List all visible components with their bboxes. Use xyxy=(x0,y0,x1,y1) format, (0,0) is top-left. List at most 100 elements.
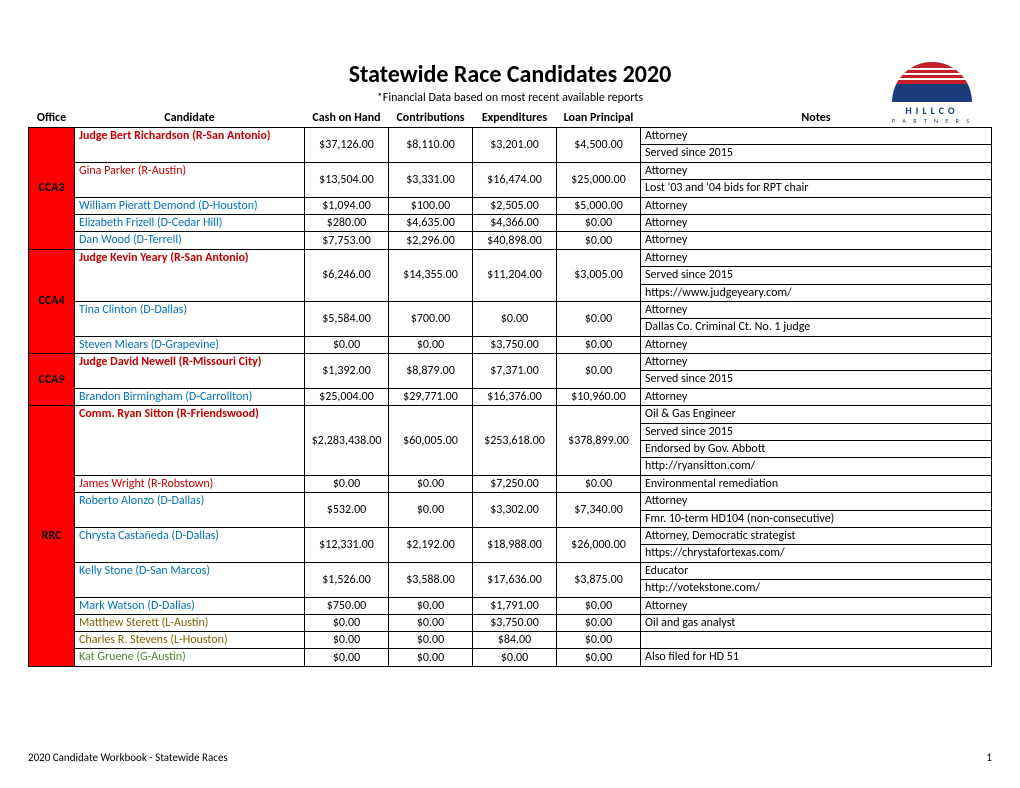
note-cell: Served since 2015 xyxy=(641,145,992,162)
money-cash: $0.00 xyxy=(305,336,389,353)
table-header-row: Office Candidate Cash on Hand Contributi… xyxy=(29,109,992,128)
office-cell: CCA3 xyxy=(29,128,75,250)
col-candidate: Candidate xyxy=(75,109,305,128)
logo-subtext: P A R T N E R S xyxy=(872,117,992,125)
money-expend: $40,898.00 xyxy=(473,232,557,249)
col-office: Office xyxy=(29,109,75,128)
money-contrib: $0.00 xyxy=(389,336,473,353)
note-cell: https://www.judgeyeary.com/ xyxy=(641,284,992,301)
money-expend: $18,988.00 xyxy=(473,527,557,562)
note-cell: Attorney xyxy=(641,354,992,371)
note-cell: Attorney xyxy=(641,128,992,145)
candidate-name: Judge David Newell (R-Missouri City) xyxy=(75,354,305,389)
money-expend: $3,302.00 xyxy=(473,493,557,528)
note-cell: http://votekstone.com/ xyxy=(641,580,992,597)
footer-left: 2020 Candidate Workbook - Statewide Race… xyxy=(28,751,228,764)
candidate-name: Mark Watson (D-Dallas) xyxy=(75,597,305,614)
logo-text: HILLCO xyxy=(872,104,992,117)
candidate-name: Kelly Stone (D-San Marcos) xyxy=(75,562,305,597)
money-expend: $3,750.00 xyxy=(473,614,557,631)
money-loan: $0.00 xyxy=(557,354,641,389)
money-contrib: $14,355.00 xyxy=(389,249,473,301)
note-cell: Attorney xyxy=(641,162,992,179)
money-loan: $0.00 xyxy=(557,632,641,649)
money-cash: $5,584.00 xyxy=(305,301,389,336)
money-expend: $253,618.00 xyxy=(473,406,557,476)
money-contrib: $29,771.00 xyxy=(389,388,473,405)
note-cell: Also filed for HD 51 xyxy=(641,649,992,666)
money-contrib: $3,588.00 xyxy=(389,562,473,597)
table-row: CCA4Judge Kevin Yeary (R-San Antonio)$6,… xyxy=(29,249,992,266)
money-cash: $0.00 xyxy=(305,475,389,492)
candidate-name: Judge Bert Richardson (R-San Antonio) xyxy=(75,128,305,163)
candidate-name: Kat Gruene (G-Austin) xyxy=(75,649,305,666)
office-cell: CCA9 xyxy=(29,354,75,406)
candidate-name: Dan Wood (D-Terrell) xyxy=(75,232,305,249)
note-cell: Attorney, Democratic strategist xyxy=(641,527,992,544)
money-cash: $1,094.00 xyxy=(305,197,389,214)
note-cell: Environmental remediation xyxy=(641,475,992,492)
money-loan: $0.00 xyxy=(557,475,641,492)
money-contrib: $0.00 xyxy=(389,649,473,666)
money-loan: $0.00 xyxy=(557,614,641,631)
table-row: Chrysta Castañeda (D-Dallas)$12,331.00$2… xyxy=(29,527,992,544)
money-contrib: $0.00 xyxy=(389,475,473,492)
candidate-name: James Wright (R-Robstown) xyxy=(75,475,305,492)
money-contrib: $60,005.00 xyxy=(389,406,473,476)
note-cell: Served since 2015 xyxy=(641,423,992,440)
money-loan: $10,960.00 xyxy=(557,388,641,405)
table-row: Steven Miears (D-Grapevine)$0.00$0.00$3,… xyxy=(29,336,992,353)
candidates-table: Office Candidate Cash on Hand Contributi… xyxy=(28,109,992,667)
money-loan: $0.00 xyxy=(557,336,641,353)
money-expend: $2,505.00 xyxy=(473,197,557,214)
note-cell: Served since 2015 xyxy=(641,267,992,284)
money-loan: $378,899.00 xyxy=(557,406,641,476)
table-row: Tina Clinton (D-Dallas)$5,584.00$700.00$… xyxy=(29,301,992,318)
candidate-name: Steven Miears (D-Grapevine) xyxy=(75,336,305,353)
table-row: William Pieratt Demond (D-Houston)$1,094… xyxy=(29,197,992,214)
table-row: Brandon Birmingham (D-Carrollton)$25,004… xyxy=(29,388,992,405)
money-loan: $0.00 xyxy=(557,214,641,231)
table-row: James Wright (R-Robstown)$0.00$0.00$7,25… xyxy=(29,475,992,492)
footer-page-number: 1 xyxy=(986,751,992,764)
candidate-name: William Pieratt Demond (D-Houston) xyxy=(75,197,305,214)
money-loan: $0.00 xyxy=(557,232,641,249)
money-loan: $3,875.00 xyxy=(557,562,641,597)
money-cash: $0.00 xyxy=(305,649,389,666)
table-row: Kelly Stone (D-San Marcos)$1,526.00$3,58… xyxy=(29,562,992,579)
money-cash: $0.00 xyxy=(305,614,389,631)
candidate-name: Comm. Ryan Sitton (R-Friendswood) xyxy=(75,406,305,476)
note-cell: Attorney xyxy=(641,232,992,249)
money-cash: $2,283,438.00 xyxy=(305,406,389,476)
candidate-name: Tina Clinton (D-Dallas) xyxy=(75,301,305,336)
money-cash: $532.00 xyxy=(305,493,389,528)
office-cell: RRC xyxy=(29,406,75,666)
col-expend: Expenditures xyxy=(473,109,557,128)
money-loan: $7,340.00 xyxy=(557,493,641,528)
money-contrib: $100.00 xyxy=(389,197,473,214)
money-expend: $11,204.00 xyxy=(473,249,557,301)
note-cell: Oil & Gas Engineer xyxy=(641,406,992,423)
money-cash: $0.00 xyxy=(305,632,389,649)
candidate-name: Brandon Birmingham (D-Carrollton) xyxy=(75,388,305,405)
money-expend: $84.00 xyxy=(473,632,557,649)
money-cash: $1,526.00 xyxy=(305,562,389,597)
candidate-name: Judge Kevin Yeary (R-San Antonio) xyxy=(75,249,305,301)
money-expend: $16,376.00 xyxy=(473,388,557,405)
note-cell: Attorney xyxy=(641,597,992,614)
money-contrib: $2,192.00 xyxy=(389,527,473,562)
table-row: Gina Parker (R-Austin)$13,504.00$3,331.0… xyxy=(29,162,992,179)
note-cell: Educator xyxy=(641,562,992,579)
note-cell: Endorsed by Gov. Abbott xyxy=(641,441,992,458)
money-cash: $280.00 xyxy=(305,214,389,231)
table-row: Mark Watson (D-Dallas)$750.00$0.00$1,791… xyxy=(29,597,992,614)
col-cash: Cash on Hand xyxy=(305,109,389,128)
candidate-name: Gina Parker (R-Austin) xyxy=(75,162,305,197)
money-loan: $0.00 xyxy=(557,597,641,614)
money-cash: $750.00 xyxy=(305,597,389,614)
note-cell: Attorney xyxy=(641,336,992,353)
money-cash: $37,126.00 xyxy=(305,128,389,163)
money-cash: $1,392.00 xyxy=(305,354,389,389)
money-contrib: $0.00 xyxy=(389,597,473,614)
table-row: Matthew Sterett (L-Austin)$0.00$0.00$3,7… xyxy=(29,614,992,631)
